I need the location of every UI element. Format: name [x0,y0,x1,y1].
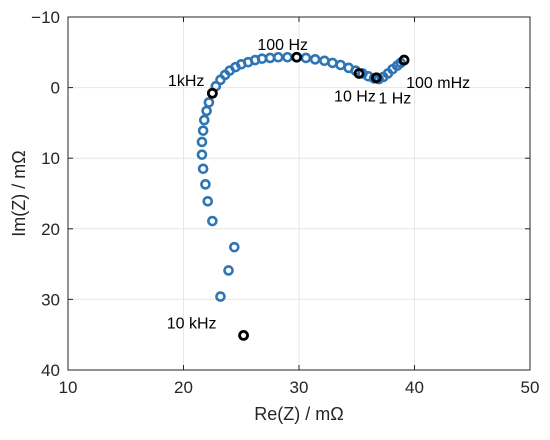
data-point [201,105,212,117]
data-point [197,163,209,175]
y-tick-label: 20 [41,220,60,239]
data-point [196,136,208,148]
x-axis-ticks: 10 20 30 40 50 [59,17,540,397]
point-annotation: 10 Hz [334,88,376,105]
data-point [207,215,218,227]
data-point [198,114,210,126]
highlighted-point [353,68,365,79]
data-point [223,265,234,276]
point-annotation: 100 Hz [257,37,308,54]
y-axis-ticks: −10 0 10 20 30 40 [31,8,530,380]
x-tick-label: 20 [174,378,193,397]
highlighted-point [370,72,382,84]
point-annotation: 10 kHz [167,315,217,332]
x-tick-label: 50 [521,378,540,397]
point-annotation: 100 mHz [406,75,470,92]
data-point [203,97,215,108]
x-axis-label: Re(Z) / mΩ [254,404,343,424]
data-point [272,51,284,63]
y-tick-label: 10 [41,149,60,168]
data-point [197,125,209,136]
data-point [282,51,293,63]
data-point [264,52,276,64]
data-point [196,149,208,160]
data-point [256,53,268,64]
highlighted-point [238,330,249,341]
grid [68,17,530,370]
y-tick-label: 40 [41,361,60,380]
y-tick-label: 30 [41,290,60,309]
data-point [200,179,211,190]
highlighted-point [398,54,410,66]
point-annotation: 1 Hz [378,91,411,108]
x-tick-label: 40 [405,378,424,397]
highlighted-point [291,51,303,63]
y-tick-label: 0 [51,79,60,98]
x-tick-label: 30 [290,378,309,397]
x-tick-label: 10 [59,378,78,397]
data-point [300,52,312,64]
data-point [229,241,240,253]
highlighted-point [206,87,218,99]
y-tick-label: −10 [31,8,60,27]
point-annotation: 1kHz [168,73,204,90]
data-point [327,57,338,69]
data-point [309,54,321,65]
data-point [202,195,214,207]
data-point [215,291,226,302]
y-axis-label: Im(Z) / mΩ [9,150,29,236]
data-point [319,55,330,67]
highlighted-points [206,51,410,341]
